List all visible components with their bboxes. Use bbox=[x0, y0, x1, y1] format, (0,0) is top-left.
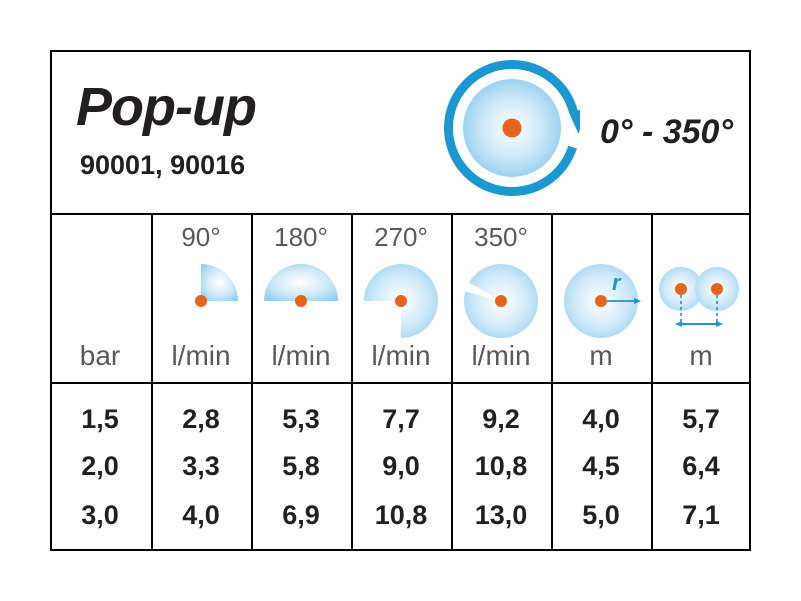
svg-text:r: r bbox=[612, 270, 622, 295]
